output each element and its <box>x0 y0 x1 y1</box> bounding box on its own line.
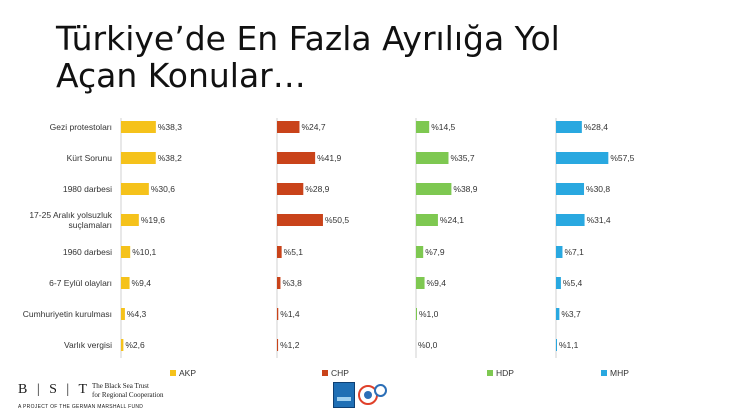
page-title: Türkiye’de En Fazla Ayrılığa Yol Açan Ko… <box>56 19 560 95</box>
bar <box>121 339 124 351</box>
bar <box>277 183 304 195</box>
partner-logo-ring-icon <box>374 384 387 397</box>
bar <box>277 152 316 164</box>
bar <box>556 339 558 351</box>
bst-logo-letters: B | S | T <box>18 382 91 397</box>
bar <box>121 308 125 320</box>
bar <box>416 183 452 195</box>
category-label: 6-7 Eylül olayları <box>49 278 112 288</box>
data-label: %1,2 <box>280 340 300 350</box>
data-label: %50,5 <box>325 215 349 225</box>
bar <box>121 246 131 258</box>
bar <box>416 308 417 320</box>
bar <box>121 277 130 289</box>
legend-swatch <box>170 370 176 376</box>
legend-swatch <box>487 370 493 376</box>
bar <box>556 152 609 164</box>
data-label: %5,4 <box>563 278 583 288</box>
bar <box>277 339 279 351</box>
data-label: %30,8 <box>586 184 610 194</box>
data-label: %14,5 <box>431 122 455 132</box>
partner-logo-book-icon <box>333 382 355 408</box>
category-label: Varlık vergisi <box>64 340 112 350</box>
category-label: 1960 darbesi <box>63 247 112 257</box>
bst-org-name: The Black Sea Trust for Regional Coopera… <box>92 382 212 400</box>
data-label: %24,7 <box>301 122 325 132</box>
bar <box>556 308 560 320</box>
legend-label: AKP <box>179 368 196 378</box>
legend-swatch <box>322 370 328 376</box>
bar <box>121 183 149 195</box>
category-label: 17-25 Aralık yolsuzluk suçlamaları <box>29 210 112 230</box>
bar <box>277 246 282 258</box>
data-label: %1,1 <box>559 340 579 350</box>
bar <box>556 183 585 195</box>
data-label: %57,5 <box>610 153 634 163</box>
bar <box>121 152 156 164</box>
category-label: 1980 darbesi <box>63 184 112 194</box>
legend-label: HDP <box>496 368 514 378</box>
data-label: %7,9 <box>425 247 445 257</box>
bar <box>121 214 139 226</box>
bst-org-subtitle: A PROJECT OF THE GERMAN MARSHALL FUND <box>18 404 144 410</box>
data-label: %28,9 <box>305 184 329 194</box>
data-label: %38,9 <box>453 184 477 194</box>
bar <box>416 121 430 133</box>
data-label: %38,3 <box>158 122 182 132</box>
data-label: %7,1 <box>564 247 584 257</box>
data-label: %10,1 <box>132 247 156 257</box>
data-label: %35,7 <box>450 153 474 163</box>
bst-logo: B | S | T The Black Sea Trust for Region… <box>18 380 218 414</box>
bar <box>556 246 563 258</box>
data-label: %3,7 <box>561 309 581 319</box>
legend-label: MHP <box>610 368 629 378</box>
bar <box>556 277 561 289</box>
data-label: %4,3 <box>127 309 147 319</box>
data-label: %9,4 <box>132 278 152 288</box>
data-label: %41,9 <box>317 153 341 163</box>
bar <box>556 214 585 226</box>
data-label: %9,4 <box>427 278 447 288</box>
data-label: %28,4 <box>584 122 608 132</box>
category-label: Cumhuriyetin kurulması <box>23 309 112 319</box>
bar <box>416 246 424 258</box>
bar <box>121 121 156 133</box>
category-label: Gezi protestoları <box>50 122 112 132</box>
data-label: %0,0 <box>418 340 438 350</box>
bar <box>277 121 300 133</box>
data-label: %1,0 <box>419 309 439 319</box>
bar <box>277 214 323 226</box>
data-label: %5,1 <box>284 247 304 257</box>
bar <box>556 121 582 133</box>
bar <box>416 152 449 164</box>
data-label: %38,2 <box>158 153 182 163</box>
bar <box>277 308 279 320</box>
data-label: %2,6 <box>125 340 145 350</box>
data-label: %1,4 <box>280 309 300 319</box>
data-label: %3,8 <box>282 278 302 288</box>
bar <box>416 214 438 226</box>
bst-org-name-line2: for Regional Cooperation <box>92 391 164 399</box>
legend-swatch <box>601 370 607 376</box>
bst-org-name-line1: The Black Sea Trust <box>92 382 149 390</box>
data-label: %24,1 <box>440 215 464 225</box>
legend-label: CHP <box>331 368 349 378</box>
bar <box>416 277 425 289</box>
data-label: %31,4 <box>587 215 611 225</box>
data-label: %19,6 <box>141 215 165 225</box>
data-label: %30,6 <box>151 184 175 194</box>
bar <box>277 277 281 289</box>
category-label: Kürt Sorunu <box>67 153 113 163</box>
